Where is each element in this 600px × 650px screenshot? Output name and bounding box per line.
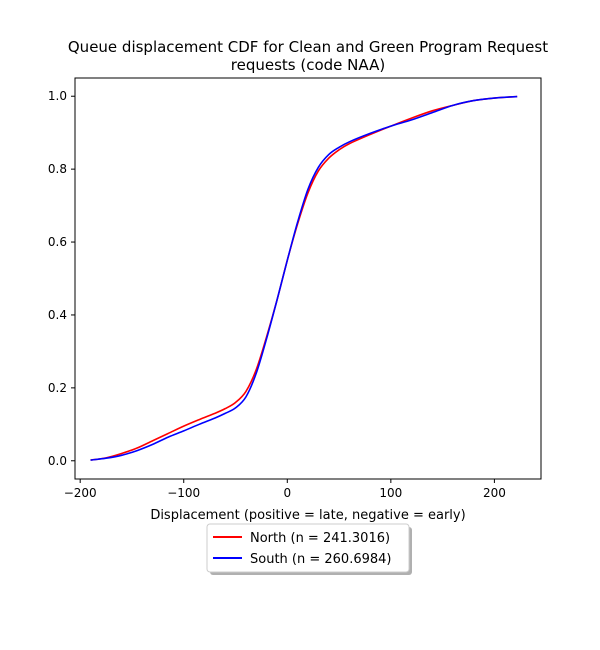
legend-box <box>206 523 410 573</box>
y-axis: 0.0 0.2 0.4 0.6 0.8 1.0 <box>48 89 75 468</box>
series-line-north <box>90 95 518 461</box>
series-line-south <box>90 95 518 461</box>
legend-label-south: South (n = 260.6984) <box>250 552 391 567</box>
x-axis: −200 −100 0 100 200 <box>64 479 506 500</box>
chart-title-line-1: Queue displacement CDF for Clean and Gre… <box>68 38 548 56</box>
y-tick-label: 0.6 <box>48 235 67 249</box>
legend: North (n = 241.3016) South (n = 260.6984… <box>206 523 412 575</box>
y-tick-label: 0.0 <box>48 454 67 468</box>
chart-title-line-2: requests (code NAA) <box>231 56 385 74</box>
x-tick-label: 200 <box>483 486 506 500</box>
x-tick-label: 0 <box>283 486 291 500</box>
plot-lines <box>90 95 518 461</box>
x-tick-label: −200 <box>64 486 97 500</box>
x-tick-label: −100 <box>167 486 200 500</box>
legend-label-north: North (n = 241.3016) <box>250 531 390 546</box>
x-tick-label: 100 <box>379 486 402 500</box>
y-tick-label: 0.8 <box>48 162 67 176</box>
y-tick-label: 1.0 <box>48 89 67 103</box>
x-axis-label: Displacement (positive = late, negative … <box>150 508 465 523</box>
y-tick-label: 0.4 <box>48 308 67 322</box>
y-tick-label: 0.2 <box>48 381 67 395</box>
plot-frame <box>74 77 542 480</box>
